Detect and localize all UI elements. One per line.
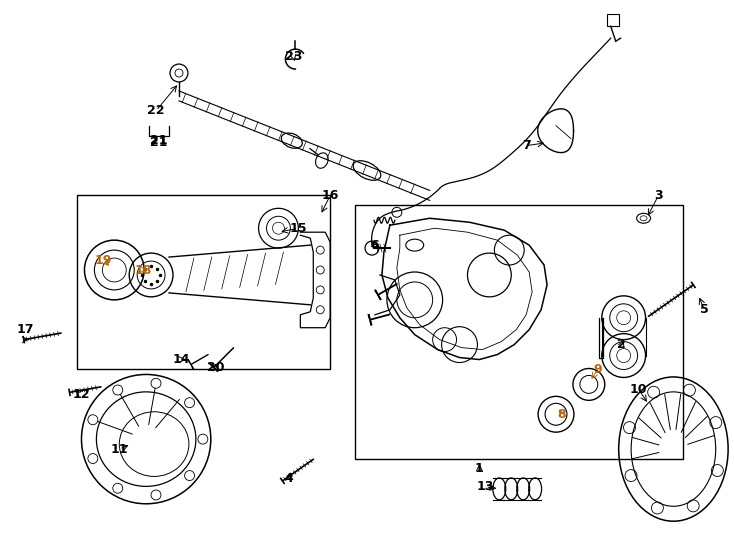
Bar <box>355 205 683 459</box>
Text: 20: 20 <box>207 361 225 374</box>
Text: 14: 14 <box>172 353 189 366</box>
Text: 23: 23 <box>285 50 302 63</box>
Text: 17: 17 <box>17 323 34 336</box>
Text: 10: 10 <box>630 383 647 396</box>
Text: 15: 15 <box>290 222 307 235</box>
Text: 9: 9 <box>594 363 602 376</box>
Text: 13: 13 <box>476 481 494 494</box>
Text: 8: 8 <box>558 408 567 421</box>
Text: 6: 6 <box>371 239 379 252</box>
Text: 22: 22 <box>148 104 165 117</box>
Ellipse shape <box>353 161 381 180</box>
Text: 16: 16 <box>321 189 339 202</box>
Text: 5: 5 <box>700 303 708 316</box>
Text: 21: 21 <box>150 134 168 147</box>
Text: 3: 3 <box>654 189 663 202</box>
Bar <box>607 15 619 26</box>
Text: 11: 11 <box>111 443 128 456</box>
Text: 4: 4 <box>284 472 293 485</box>
Text: 7: 7 <box>522 139 531 152</box>
Text: 21: 21 <box>150 136 168 148</box>
Text: 2: 2 <box>617 338 626 351</box>
Ellipse shape <box>281 133 302 149</box>
Text: 19: 19 <box>95 254 112 267</box>
Text: 12: 12 <box>73 388 90 401</box>
Text: 18: 18 <box>134 264 152 276</box>
Text: 1: 1 <box>475 462 484 476</box>
Bar <box>76 195 330 369</box>
